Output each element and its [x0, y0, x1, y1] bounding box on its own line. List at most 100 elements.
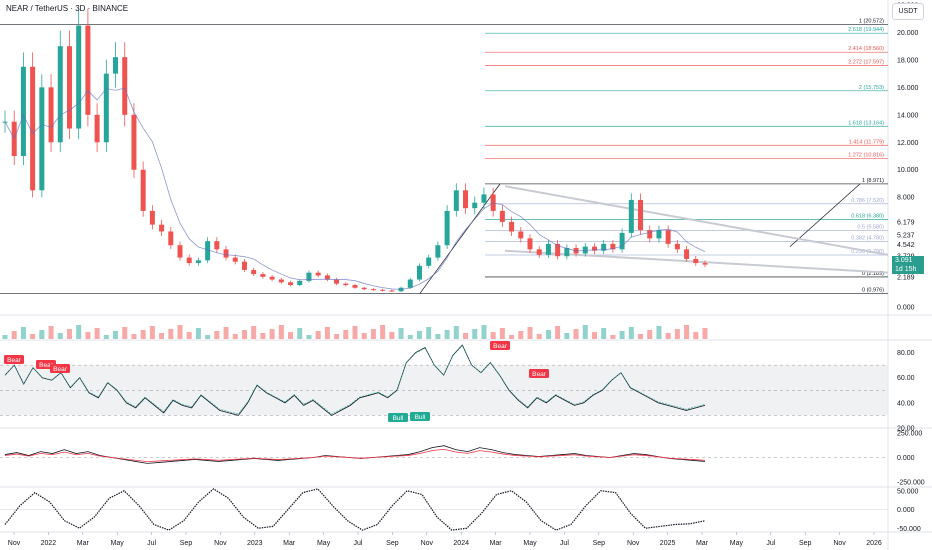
fib-level-label: 2.414 (18.560) [848, 46, 884, 52]
price-axis-tick: 14.000 [897, 112, 919, 119]
candle-body [481, 194, 487, 203]
candle-body [665, 230, 671, 244]
rsi-axis-tick: 40.00 [897, 400, 915, 407]
candle-body [352, 285, 358, 288]
candle-body [214, 241, 220, 250]
candle-body [343, 283, 349, 286]
candle-body [278, 279, 284, 283]
time-axis-tick: 2024 [453, 540, 469, 547]
currency-unit-button[interactable]: USDT [892, 3, 924, 20]
volume-bar [444, 330, 450, 339]
volume-bar [85, 332, 91, 339]
volume-bar [601, 328, 607, 339]
volume-bar [278, 325, 284, 339]
fib-level-label: 0.618 (6.380) [851, 213, 884, 219]
time-axis-tick: May [317, 540, 331, 547]
bear-signal-badge [490, 341, 510, 350]
candle-body [66, 46, 72, 129]
candle-body [39, 87, 45, 191]
candle-body [499, 210, 505, 222]
volume-bar [545, 330, 551, 339]
bar-countdown: 1d 15h [895, 266, 917, 273]
time-axis-tick: Jul [147, 540, 156, 547]
candle-body [260, 274, 266, 277]
fib-level-label: 1.272 (10.816) [848, 153, 884, 159]
macd-axis-tick: -250.000 [897, 480, 925, 487]
candle-body [518, 231, 524, 239]
bear-signal-label: Bear [493, 343, 508, 350]
candle-body [389, 290, 395, 292]
volume-bar [573, 329, 579, 339]
volume-bar [168, 329, 174, 339]
fib-level-label: 2.272 (17.597) [848, 59, 884, 65]
macd-axis-tick: 250.000 [897, 430, 922, 437]
price-series [2, 8, 708, 339]
trend-line [789, 183, 861, 247]
time-axis-tick: Mar [283, 540, 296, 547]
volume-bar [241, 330, 247, 339]
fib-level-label: 1 (20.572) [859, 19, 884, 25]
price-axis-tick: 10.000 [897, 167, 919, 174]
rsi-axis-tick: 60.00 [897, 375, 915, 382]
candle-body [472, 202, 478, 209]
candle-body [453, 190, 459, 211]
volume-bar [591, 332, 597, 339]
time-axis-tick: Nov [214, 540, 227, 547]
candle-body [297, 280, 303, 286]
candle-body [20, 66, 26, 156]
fib-level-label: 0.5 (5.580) [857, 224, 884, 230]
candle-body [251, 269, 257, 275]
candle-body [702, 263, 708, 265]
time-axis-tick: Mar [77, 540, 90, 547]
oscillator-axis-tick: -50.000 [897, 526, 921, 533]
oscillator-pane [0, 488, 888, 531]
volume-bar [453, 326, 459, 339]
candle-body [288, 282, 294, 286]
candle-body [168, 231, 174, 246]
volume-bar [407, 335, 413, 339]
volume-bar [177, 325, 183, 339]
last-price-tag: 3.091 1d 15h [892, 256, 924, 274]
volume-bar [352, 326, 358, 339]
candle-body [334, 279, 340, 284]
time-axis-tick: Sep [593, 540, 606, 547]
volume-bar [113, 331, 119, 339]
candle-body [545, 243, 551, 255]
volume-bar [66, 329, 72, 339]
price-axis-tick: 12.000 [897, 140, 919, 147]
rsi-axis-tick: 20.00 [897, 426, 915, 433]
bear-signal-badge [529, 369, 549, 378]
candle-body [103, 73, 109, 143]
candle-body [315, 272, 321, 276]
fib-level-label: 0.786 (7.520) [851, 198, 884, 204]
volume-bar [693, 332, 699, 339]
candle-body [555, 243, 561, 257]
channel-line [504, 185, 889, 256]
bear-signal-badge [50, 364, 70, 373]
volume-bar [315, 331, 321, 339]
time-axis-tick: Jul [354, 540, 363, 547]
candle-body [463, 190, 469, 209]
volume-bar [232, 334, 238, 339]
bull-signal-label: Bull [393, 415, 404, 422]
time-axis-tick: 2026 [866, 540, 882, 547]
price-axis-tick: 8.000 [897, 195, 915, 202]
candle-body [324, 275, 330, 280]
volume-bar [647, 330, 653, 339]
candle-body [619, 232, 625, 250]
time-axis-tick: Mar [490, 540, 503, 547]
candle-body [426, 257, 432, 266]
candle-body [122, 57, 128, 115]
time-axis-tick: Sep [180, 540, 193, 547]
bear-signal-label: Bear [39, 362, 54, 369]
volume-bar [638, 334, 644, 339]
volume-bar [499, 328, 505, 339]
candle-body [131, 114, 137, 170]
volume-bar [140, 330, 146, 339]
bear-signal-label: Bear [532, 371, 547, 378]
candle-body [684, 249, 690, 259]
fib-level-label: 1.618 (13.164) [848, 120, 884, 126]
